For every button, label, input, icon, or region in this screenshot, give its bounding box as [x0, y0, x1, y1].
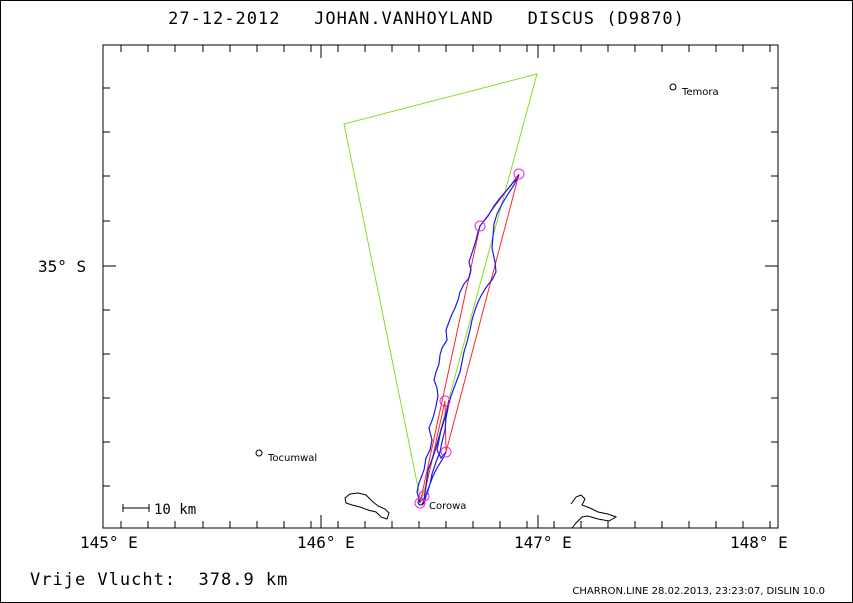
task-triangle: [343, 73, 538, 503]
town-marker-tocumwal: [255, 449, 263, 457]
turnpoint-3: [440, 446, 452, 458]
optimized-route-line: [419, 173, 520, 504]
turnpoint-2: [513, 168, 525, 180]
scale-bar: [122, 504, 150, 512]
footer-credit: CHARRON.LINE 28.02.2013, 23:23:07, DISLI…: [572, 586, 825, 597]
turnpoint-finish: [418, 490, 430, 502]
tick-marks: [103, 45, 778, 528]
turnpoint-4: [439, 395, 451, 407]
lon-label-147e: 147° E: [514, 533, 572, 552]
free-flight-distance: Vrije Vlucht: 378.9 km: [30, 570, 289, 590]
lon-label-148e: 148° E: [730, 533, 788, 552]
lat-label-35s: 35° S: [38, 257, 86, 276]
turnpoint-start: [414, 497, 426, 509]
lon-label-145e: 145° E: [80, 533, 138, 552]
lake-outline-east: [570, 494, 618, 529]
town-label-temora: Temora: [681, 87, 719, 98]
scale-bar-label: 10 km: [154, 502, 196, 518]
town-marker-temora: [669, 83, 677, 91]
lon-label-146e: 146° E: [297, 533, 355, 552]
major-ticks: [103, 45, 778, 528]
turnpoint-1: [474, 220, 486, 232]
gps-track-line: [416, 174, 520, 505]
lake-outline-west: [344, 492, 390, 520]
map-border: [102, 44, 779, 529]
page-title: 27-12-2012 JOHAN.VANHOYLAND DISCUS (D987…: [168, 9, 685, 29]
town-label-corowa: Corowa: [429, 501, 466, 512]
town-label-tocumwal: Tocumwal: [267, 453, 317, 464]
turnpoints: [414, 168, 525, 509]
